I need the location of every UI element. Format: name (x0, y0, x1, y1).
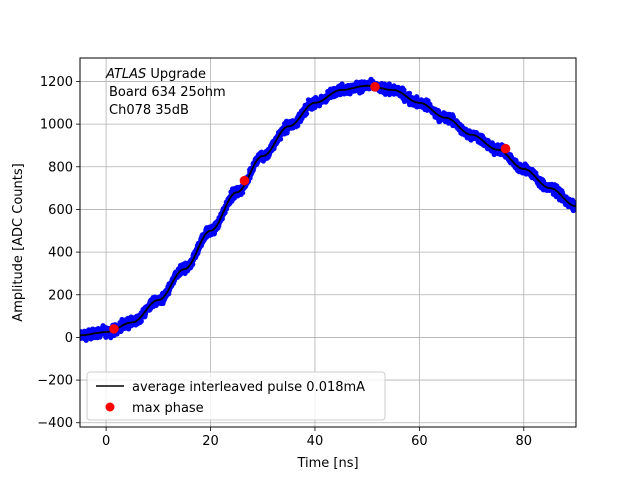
legend-marker-swatch (105, 402, 115, 412)
x-tick-label: 0 (102, 434, 110, 449)
x-tick-label: 80 (516, 434, 533, 449)
y-tick-label: 400 (48, 246, 73, 261)
sample-point (278, 136, 284, 142)
annotation-line-1: ATLAS Upgrade (105, 67, 206, 82)
sample-point (303, 111, 310, 117)
annotation-upgrade: Upgrade (146, 67, 206, 82)
legend-label-max-phase: max phase (132, 401, 204, 416)
ticks: 0 20 40 60 80 −400 −200 0 200 400 600 800 1000 1200 (37, 75, 532, 449)
max-phase-point (500, 143, 511, 154)
sample-point (406, 90, 413, 96)
max-phase-point (239, 175, 250, 186)
x-tick-label: 20 (202, 434, 219, 449)
y-axis-label: Amplitude [ADC Counts] (11, 163, 26, 321)
legend-box (86, 371, 386, 421)
x-tick-label: 60 (411, 434, 428, 449)
legend-label-average-pulse: average interleaved pulse 0.018mA (132, 380, 365, 395)
x-tick-label: 40 (307, 434, 324, 449)
y-tick-label: 1200 (40, 75, 73, 90)
sample-point (138, 318, 144, 324)
average-pulse-line (80, 84, 576, 337)
y-tick-label: 200 (48, 288, 73, 303)
legend: average interleaved pulse 0.018mA max ph… (86, 371, 386, 421)
annotation-line-2: Board 634 25ohm (109, 85, 226, 100)
data-layer (80, 76, 576, 343)
y-tick-label: 600 (48, 203, 73, 218)
max-phase-point (109, 324, 119, 334)
sample-point (240, 190, 246, 196)
y-tick-label: −400 (37, 416, 73, 431)
y-tick-label: −200 (37, 374, 73, 389)
annotation-atlas: ATLAS (105, 67, 146, 82)
max-phase-point (370, 81, 380, 92)
plot-frame (79, 57, 577, 428)
y-tick-label: 1000 (40, 118, 73, 133)
annotation-block: ATLAS Upgrade Board 634 25ohm Ch078 35dB (105, 67, 226, 118)
x-axis-label: Time [ns] (296, 456, 358, 471)
y-tick-label: 0 (65, 331, 73, 346)
annotation-line-3: Ch078 35dB (109, 103, 189, 118)
y-tick-label: 800 (48, 160, 73, 175)
plot-area (80, 58, 576, 427)
